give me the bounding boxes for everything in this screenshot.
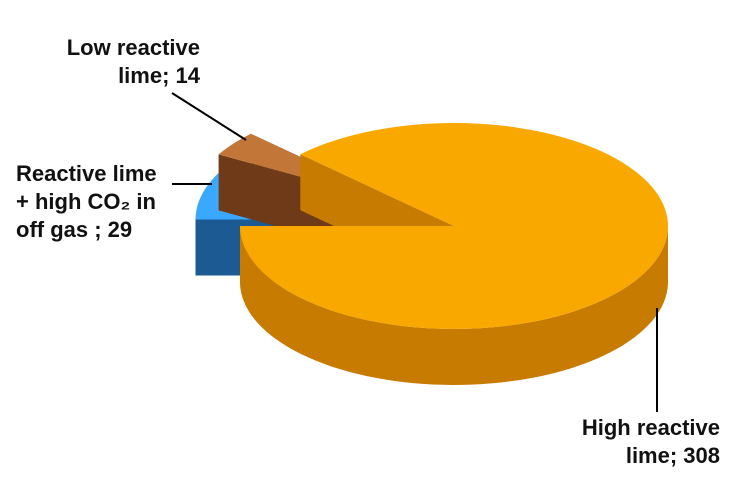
slice-label: Reactive lime + high CO₂ in off gas ; 29	[16, 161, 157, 242]
pie-slice	[240, 123, 668, 329]
leader-line	[171, 92, 247, 141]
slice-label: Low reactive lime; 14	[66, 35, 200, 88]
slice-label: High reactive lime; 308	[581, 415, 720, 468]
slice-side	[240, 226, 668, 385]
